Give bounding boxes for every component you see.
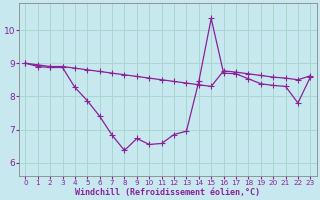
X-axis label: Windchill (Refroidissement éolien,°C): Windchill (Refroidissement éolien,°C) bbox=[75, 188, 260, 197]
